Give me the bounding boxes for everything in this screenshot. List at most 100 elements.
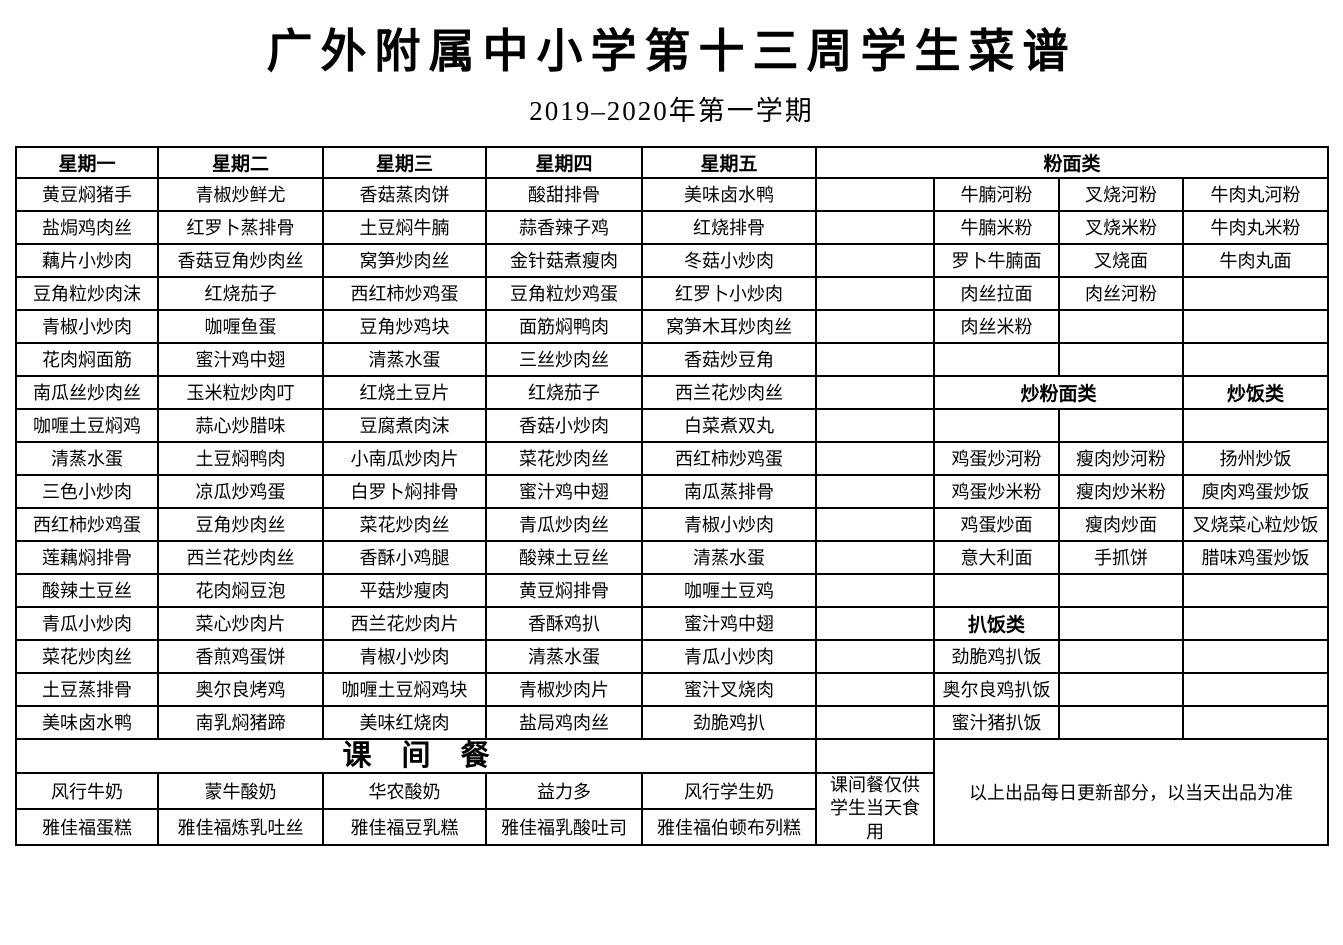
menu-row: 盐焗鸡肉丝 红罗卜蒸排骨 土豆焖牛腩 蒜香辣子鸡 红烧排骨 牛腩米粉 叉烧米粉 … <box>15 209 1330 245</box>
menu-cell: 豆角粒炒鸡蛋 <box>485 275 643 311</box>
empty-cell <box>815 506 935 542</box>
snack-cell: 华农酸奶 <box>322 771 487 810</box>
empty-cell <box>1181 341 1330 377</box>
empty-cell <box>933 407 1060 443</box>
menu-cell: 豆角炒鸡块 <box>322 308 487 344</box>
menu-cell: 咖喱土豆焖鸡块 <box>322 671 487 707</box>
menu-row: 豆角粒炒肉沫 红烧茄子 西红柿炒鸡蛋 豆角粒炒鸡蛋 红罗卜小炒肉 肉丝拉面 肉丝… <box>15 275 1330 311</box>
menu-cell: 菜花炒肉丝 <box>322 506 487 542</box>
menu-cell: 香菇炒豆角 <box>641 341 817 377</box>
day-header-thursday: 星期四 <box>485 145 643 179</box>
empty-cell <box>1058 407 1184 443</box>
empty-cell <box>1058 605 1184 641</box>
menu-cell: 青椒炒鲜尤 <box>157 176 324 212</box>
menu-cell: 肉丝河粉 <box>1058 275 1184 311</box>
menu-cell: 瘦肉炒面 <box>1058 506 1184 542</box>
menu-cell: 南乳焖猪蹄 <box>157 704 324 740</box>
menu-cell: 土豆蒸排骨 <box>15 671 159 707</box>
menu-cell: 清蒸水蛋 <box>322 341 487 377</box>
menu-cell: 牛肉丸米粉 <box>1181 209 1330 245</box>
menu-cell: 菜心炒肉片 <box>157 605 324 641</box>
empty-cell <box>815 374 935 410</box>
empty-cell <box>1058 704 1184 740</box>
menu-cell: 香酥小鸡腿 <box>322 539 487 575</box>
day-header-monday: 星期一 <box>15 145 159 179</box>
header-row: 星期一 星期二 星期三 星期四 星期五 粉面类 <box>15 145 1330 179</box>
menu-cell: 莲藕焖排骨 <box>15 539 159 575</box>
noodle-category-header: 粉面类 <box>814 145 1330 179</box>
menu-cell: 罗卜牛腩面 <box>933 242 1060 278</box>
menu-row: 花肉焖面筋 蜜汁鸡中翅 清蒸水蛋 三丝炒肉丝 香菇炒豆角 <box>15 341 1330 377</box>
page-subtitle: 2019–2020年第一学期 <box>529 95 814 126</box>
empty-cell <box>1058 341 1184 377</box>
empty-cell <box>815 341 935 377</box>
menu-cell: 鸡蛋炒米粉 <box>933 473 1060 509</box>
menu-cell: 叉烧菜心粒炒饭 <box>1181 506 1330 542</box>
menu-cell: 冬菇小炒肉 <box>641 242 817 278</box>
menu-cell: 蜜汁叉烧肉 <box>641 671 817 707</box>
menu-cell: 玉米粒炒肉叮 <box>157 374 324 410</box>
menu-cell: 红罗卜小炒肉 <box>641 275 817 311</box>
menu-cell: 肉丝米粉 <box>933 308 1060 344</box>
empty-cell <box>933 341 1060 377</box>
menu-cell: 红烧排骨 <box>641 209 817 245</box>
empty-cell <box>1181 407 1330 443</box>
menu-cell: 叉烧面 <box>1058 242 1184 278</box>
menu-cell: 蜜汁鸡中翅 <box>157 341 324 377</box>
menu-cell: 香煎鸡蛋饼 <box>157 638 324 674</box>
menu-row: 青瓜小炒肉 菜心炒肉片 西兰花炒肉片 香酥鸡扒 蜜汁鸡中翅 扒饭类 <box>15 605 1330 641</box>
menu-cell: 蜜汁鸡中翅 <box>641 605 817 641</box>
menu-cell: 清蒸水蛋 <box>485 638 643 674</box>
menu-row: 酸辣土豆丝 花肉焖豆泡 平菇炒瘦肉 黄豆焖排骨 咖喱土豆鸡 <box>15 572 1330 608</box>
menu-cell: 黄豆焖排骨 <box>485 572 643 608</box>
menu-cell: 豆角粒炒肉沫 <box>15 275 159 311</box>
menu-cell: 咖喱土豆鸡 <box>641 572 817 608</box>
menu-cell: 西红柿炒鸡蛋 <box>15 506 159 542</box>
menu-cell: 扬州炒饭 <box>1181 440 1330 476</box>
empty-cell <box>815 572 935 608</box>
fried-rice-category-header: 炒饭类 <box>1181 374 1330 410</box>
menu-cell: 南瓜丝炒肉丝 <box>15 374 159 410</box>
empty-cell <box>933 572 1060 608</box>
menu-cell: 香菇豆角炒肉丝 <box>157 242 324 278</box>
menu-cell: 酸辣土豆丝 <box>15 572 159 608</box>
snack-cell: 雅佳福炼乳吐丝 <box>157 807 324 847</box>
menu-cell: 叉烧河粉 <box>1058 176 1184 212</box>
menu-cell: 菜花炒肉丝 <box>485 440 643 476</box>
fried-noodle-category-header: 炒粉面类 <box>933 374 1184 410</box>
menu-row: 咖喱土豆焖鸡 蒜心炒腊味 豆腐煮肉沫 香菇小炒肉 白菜煮双丸 <box>15 407 1330 443</box>
menu-cell: 青瓜炒肉丝 <box>485 506 643 542</box>
empty-cell <box>815 473 935 509</box>
menu-cell: 瘦肉炒米粉 <box>1058 473 1184 509</box>
menu-cell: 窝笋炒肉丝 <box>322 242 487 278</box>
menu-cell: 青椒炒肉片 <box>485 671 643 707</box>
menu-cell: 劲脆鸡扒 <box>641 704 817 740</box>
menu-cell: 牛肉丸面 <box>1181 242 1330 278</box>
menu-cell: 香酥鸡扒 <box>485 605 643 641</box>
menu-cell: 花肉焖面筋 <box>15 341 159 377</box>
menu-cell: 香菇小炒肉 <box>485 407 643 443</box>
snack-cell: 蒙牛酸奶 <box>157 771 324 810</box>
menu-cell: 青椒小炒肉 <box>641 506 817 542</box>
snack-cell: 雅佳福乳酸吐司 <box>485 807 643 847</box>
menu-cell: 蜜汁鸡中翅 <box>485 473 643 509</box>
footer-note: 以上出品每日更新部分，以当天出品为准 <box>932 737 1330 847</box>
menu-cell: 西红柿炒鸡蛋 <box>641 440 817 476</box>
menu-cell: 红烧土豆片 <box>322 374 487 410</box>
menu-cell: 白罗卜焖排骨 <box>322 473 487 509</box>
menu-cell: 窝笋木耳炒肉丝 <box>641 308 817 344</box>
menu-cell: 三色小炒肉 <box>15 473 159 509</box>
menu-cell: 腊味鸡蛋炒饭 <box>1181 539 1330 575</box>
menu-cell: 奥尔良烤鸡 <box>157 671 324 707</box>
snack-cell: 雅佳福豆乳糕 <box>322 807 487 847</box>
menu-cell: 西兰花炒肉丝 <box>157 539 324 575</box>
menu-cell: 花肉焖豆泡 <box>157 572 324 608</box>
menu-row: 西红柿炒鸡蛋 豆角炒肉丝 菜花炒肉丝 青瓜炒肉丝 青椒小炒肉 鸡蛋炒面 瘦肉炒面… <box>15 506 1330 542</box>
empty-cell <box>1058 308 1184 344</box>
snack-row: 雅佳福蛋糕 雅佳福炼乳吐丝 雅佳福豆乳糕 雅佳福乳酸吐司 雅佳福伯顿布列糕 <box>15 807 1328 847</box>
menu-cell: 瘦肉炒河粉 <box>1058 440 1184 476</box>
menu-cell: 凉瓜炒鸡蛋 <box>157 473 324 509</box>
menu-cell: 南瓜蒸排骨 <box>641 473 817 509</box>
menu-cell: 香菇蒸肉饼 <box>322 176 487 212</box>
menu-cell: 奥尔良鸡扒饭 <box>933 671 1060 707</box>
